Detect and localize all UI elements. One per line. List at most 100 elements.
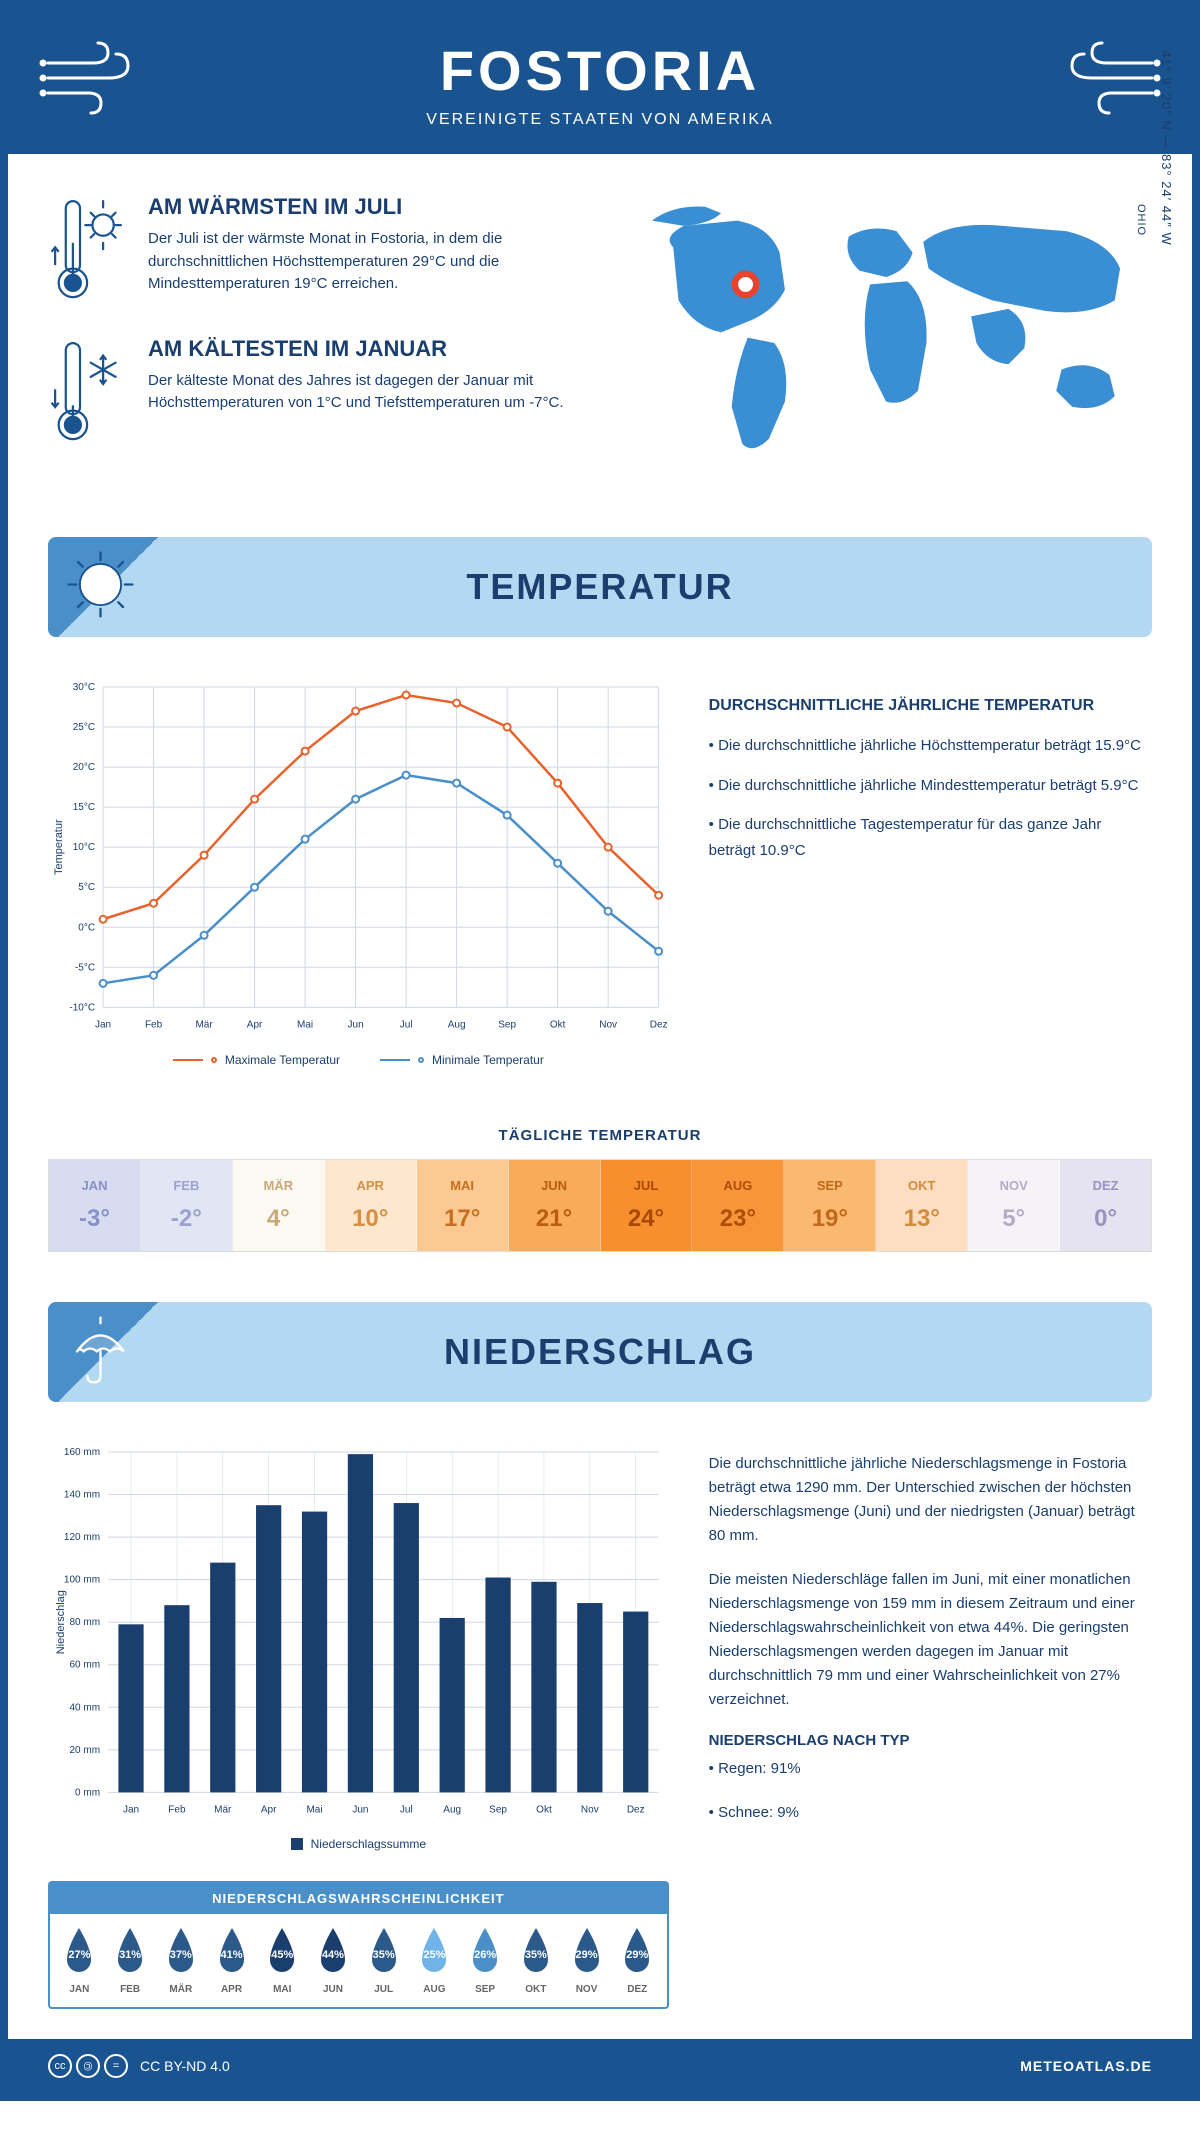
temp-bullet: • Die durchschnittliche jährliche Höchst… <box>709 733 1152 759</box>
svg-text:60 mm: 60 mm <box>69 1659 100 1670</box>
world-map <box>620 194 1152 471</box>
svg-text:Dez: Dez <box>650 1020 668 1031</box>
prob-item: 41%APR <box>206 1926 257 1995</box>
svg-text:Okt: Okt <box>536 1804 552 1815</box>
temperature-chart: -10°C-5°C0°C5°C10°C15°C20°C25°C30°CJanFe… <box>48 677 669 1037</box>
svg-text:0°C: 0°C <box>78 923 95 934</box>
month-cell: AUG23° <box>692 1160 784 1251</box>
prob-item: 44%JUN <box>308 1926 359 1995</box>
svg-text:Niederschlag: Niederschlag <box>55 1590 67 1654</box>
temp-text-title: DURCHSCHNITTLICHE JÄHRLICHE TEMPERATUR <box>709 697 1152 715</box>
wind-icon <box>38 38 138 118</box>
precip-type-title: NIEDERSCHLAG NACH TYP <box>709 1732 1152 1749</box>
svg-text:Aug: Aug <box>443 1804 461 1815</box>
precip-section-header: NIEDERSCHLAG <box>48 1302 1152 1402</box>
svg-text:-10°C: -10°C <box>69 1003 95 1014</box>
month-cell: MAI17° <box>417 1160 509 1251</box>
svg-text:140 mm: 140 mm <box>64 1489 100 1500</box>
coordinates: 41° 9′ 20″ N — 83° 24′ 44″ W <box>1160 50 1175 246</box>
probability-box: NIEDERSCHLAGSWAHRSCHEINLICHKEIT 27%JAN31… <box>48 1881 669 2009</box>
cc-icons: cc🄯= <box>48 2054 128 2078</box>
precip-legend: Niederschlagssumme <box>48 1837 669 1851</box>
wind-icon <box>1062 38 1162 118</box>
svg-text:Apr: Apr <box>247 1020 263 1031</box>
month-cell: JAN-3° <box>49 1160 141 1251</box>
daily-temp-title: TÄGLICHE TEMPERATUR <box>8 1127 1192 1144</box>
svg-text:10°C: 10°C <box>73 842 95 853</box>
page-subtitle: VEREINIGTE STAATEN VON AMERIKA <box>8 111 1192 129</box>
prob-item: 29%DEZ <box>612 1926 663 1995</box>
svg-text:160 mm: 160 mm <box>64 1447 100 1458</box>
license-text: CC BY-ND 4.0 <box>140 2058 230 2074</box>
footer: cc🄯= CC BY-ND 4.0 METEOATLAS.DE <box>8 2039 1192 2093</box>
precip-para: Die meisten Niederschläge fallen im Juni… <box>709 1568 1152 1712</box>
month-cell: NOV5° <box>968 1160 1060 1251</box>
svg-text:0 mm: 0 mm <box>75 1787 100 1798</box>
month-cell: JUN21° <box>509 1160 601 1251</box>
svg-text:Mai: Mai <box>297 1020 313 1031</box>
precip-para: Die durchschnittliche jährliche Niedersc… <box>709 1452 1152 1548</box>
svg-text:Jun: Jun <box>348 1020 364 1031</box>
month-cell: OKT13° <box>876 1160 968 1251</box>
prob-item: 37%MÄR <box>155 1926 206 1995</box>
svg-text:Mai: Mai <box>306 1804 322 1815</box>
month-cell: FEB-2° <box>141 1160 233 1251</box>
prob-item: 45%MAI <box>257 1926 308 1995</box>
temp-section-header: TEMPERATUR <box>48 537 1152 637</box>
precip-title: NIEDERSCHLAG <box>444 1331 756 1373</box>
state-label: OHIO <box>1135 204 1147 236</box>
svg-text:120 mm: 120 mm <box>64 1532 100 1543</box>
coldest-fact: AM KÄLTESTEN IM JANUAR Der kälteste Mona… <box>48 336 580 443</box>
prob-item: 31%FEB <box>105 1926 156 1995</box>
warmest-text: Der Juli ist der wärmste Monat in Fostor… <box>148 228 580 296</box>
prob-item: 25%AUG <box>409 1926 460 1995</box>
thermometer-snow-icon <box>48 336 128 443</box>
svg-text:5°C: 5°C <box>78 883 95 894</box>
prob-item: 35%JUL <box>358 1926 409 1995</box>
temp-title: TEMPERATUR <box>466 566 733 608</box>
month-cell: DEZ0° <box>1060 1160 1151 1251</box>
page-title: FOSTORIA <box>8 38 1192 103</box>
svg-text:Jan: Jan <box>123 1804 139 1815</box>
svg-text:Temperatur: Temperatur <box>53 819 65 875</box>
prob-item: 29%NOV <box>561 1926 612 1995</box>
temp-bullet: • Die durchschnittliche jährliche Mindes… <box>709 773 1152 799</box>
svg-text:Nov: Nov <box>581 1804 599 1815</box>
temp-legend: Maximale Temperatur Minimale Temperatur <box>48 1053 669 1067</box>
coldest-text: Der kälteste Monat des Jahres ist dagege… <box>148 370 580 415</box>
month-cell: APR10° <box>325 1160 417 1251</box>
svg-text:Jun: Jun <box>352 1804 368 1815</box>
svg-text:Mär: Mär <box>195 1020 213 1031</box>
header: FOSTORIA VEREINIGTE STAATEN VON AMERIKA <box>8 8 1192 154</box>
svg-text:Feb: Feb <box>168 1804 186 1815</box>
prob-item: 26%SEP <box>460 1926 511 1995</box>
svg-text:Mär: Mär <box>214 1804 232 1815</box>
svg-text:40 mm: 40 mm <box>69 1702 100 1713</box>
sun-icon <box>63 547 138 622</box>
svg-text:Nov: Nov <box>599 1020 617 1031</box>
svg-text:20 mm: 20 mm <box>69 1745 100 1756</box>
umbrella-icon <box>63 1312 138 1387</box>
svg-text:Jan: Jan <box>95 1020 111 1031</box>
precipitation-chart: 0 mm20 mm40 mm60 mm80 mm100 mm120 mm140 … <box>48 1442 669 1822</box>
precip-type: • Schnee: 9% <box>709 1801 1152 1825</box>
warmest-fact: AM WÄRMSTEN IM JULI Der Juli ist der wär… <box>48 194 580 301</box>
prob-item: 35%OKT <box>510 1926 561 1995</box>
prob-item: 27%JAN <box>54 1926 105 1995</box>
prob-title: NIEDERSCHLAGSWAHRSCHEINLICHKEIT <box>50 1883 667 1914</box>
svg-text:Sep: Sep <box>498 1020 516 1031</box>
svg-text:Jul: Jul <box>400 1020 413 1031</box>
month-cell: JUL24° <box>601 1160 693 1251</box>
svg-text:Apr: Apr <box>261 1804 277 1815</box>
month-cell: MÄR4° <box>233 1160 325 1251</box>
coldest-title: AM KÄLTESTEN IM JANUAR <box>148 336 580 362</box>
svg-text:25°C: 25°C <box>73 722 95 733</box>
month-cell: SEP19° <box>784 1160 876 1251</box>
svg-text:30°C: 30°C <box>73 682 95 693</box>
svg-text:80 mm: 80 mm <box>69 1617 100 1628</box>
temp-bullet: • Die durchschnittliche Tagestemperatur … <box>709 812 1152 863</box>
thermometer-sun-icon <box>48 194 128 301</box>
svg-text:Feb: Feb <box>145 1020 163 1031</box>
svg-text:-5°C: -5°C <box>75 963 95 974</box>
svg-text:15°C: 15°C <box>73 802 95 813</box>
